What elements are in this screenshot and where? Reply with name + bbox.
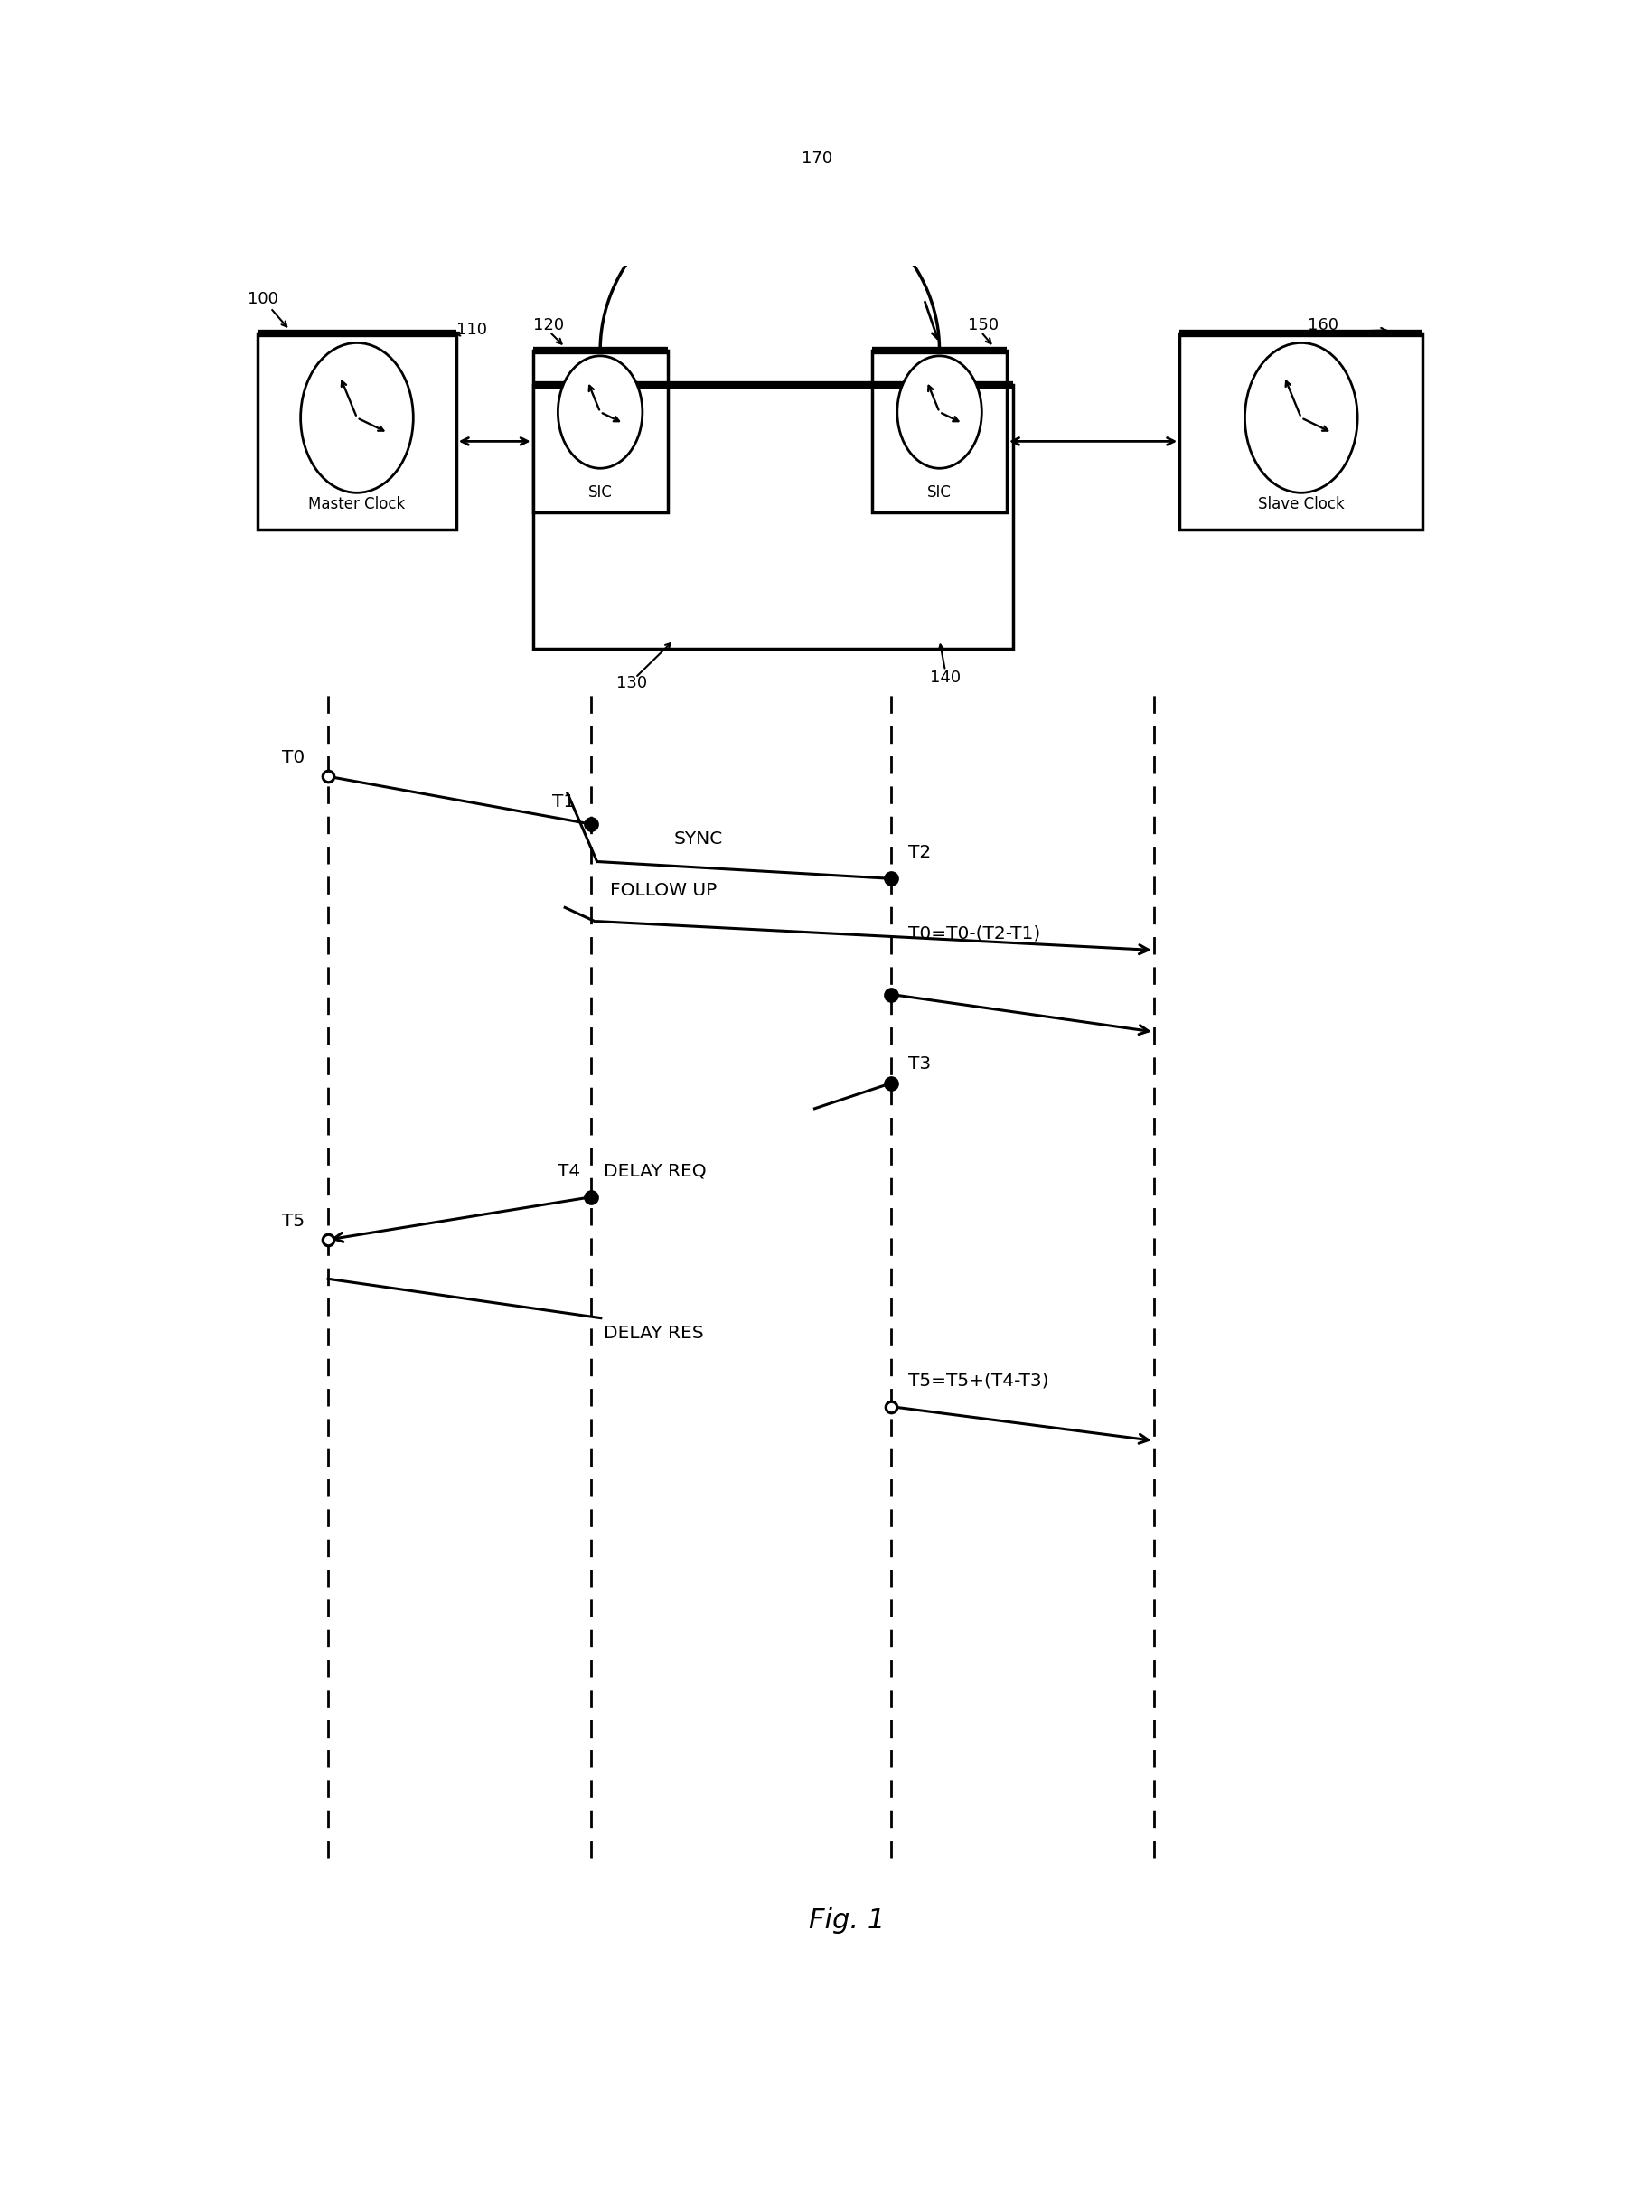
Text: 170: 170 <box>801 150 833 166</box>
Text: FOLLOW UP: FOLLOW UP <box>610 883 717 898</box>
Text: T2: T2 <box>909 845 932 860</box>
Text: T5=T5+(T4-T3): T5=T5+(T4-T3) <box>909 1371 1049 1389</box>
Circle shape <box>558 356 643 469</box>
Text: T0=T0-(T2-T1): T0=T0-(T2-T1) <box>909 925 1041 942</box>
Bar <box>534 385 1013 648</box>
Text: Fig. 1: Fig. 1 <box>808 1909 885 1933</box>
Text: 120: 120 <box>534 316 563 334</box>
Text: T0: T0 <box>282 750 306 765</box>
Text: SIC: SIC <box>927 484 952 500</box>
Text: 150: 150 <box>968 316 999 334</box>
Bar <box>258 334 456 529</box>
Text: Master Clock: Master Clock <box>309 495 405 513</box>
Text: Slave Clock: Slave Clock <box>1257 495 1345 513</box>
Text: T3: T3 <box>909 1055 930 1073</box>
Text: SYNC: SYNC <box>674 832 724 847</box>
Text: DELAY REQ: DELAY REQ <box>603 1164 705 1179</box>
Text: T1: T1 <box>552 794 575 810</box>
Bar <box>1180 334 1422 529</box>
Text: 160: 160 <box>1308 316 1338 334</box>
Text: T5: T5 <box>282 1212 306 1230</box>
Text: 110: 110 <box>456 323 487 338</box>
Text: 100: 100 <box>248 292 278 307</box>
Circle shape <box>1246 343 1358 493</box>
Text: SIC: SIC <box>588 484 613 500</box>
Text: T4: T4 <box>557 1164 580 1179</box>
Bar <box>872 349 1006 513</box>
Bar <box>534 349 667 513</box>
Text: DELAY RES: DELAY RES <box>603 1325 704 1343</box>
Circle shape <box>301 343 413 493</box>
Circle shape <box>897 356 981 469</box>
Text: 140: 140 <box>930 670 961 686</box>
Text: 130: 130 <box>616 675 648 690</box>
